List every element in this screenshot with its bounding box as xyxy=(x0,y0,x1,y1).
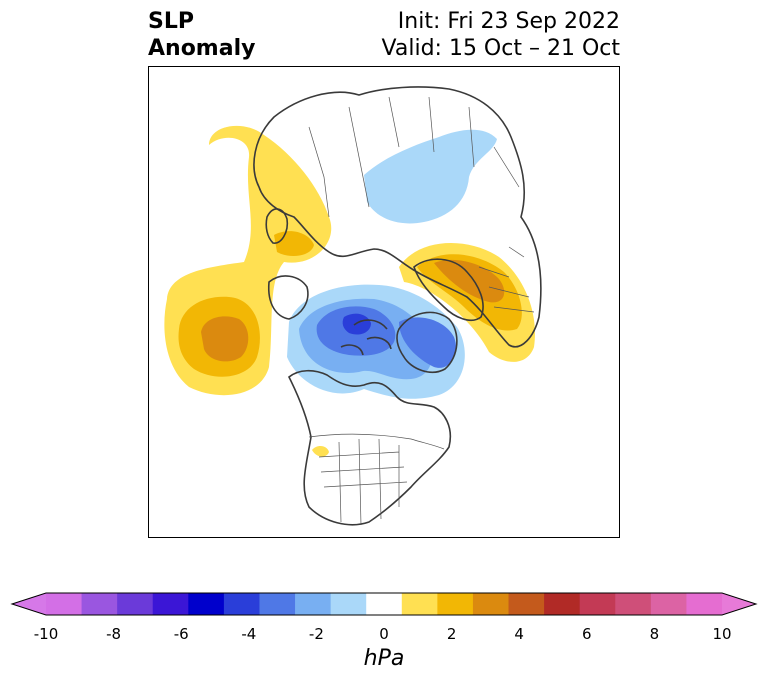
title-line-2: Anomaly xyxy=(148,36,256,61)
colorbar-over-arrow xyxy=(722,593,756,615)
map-panel xyxy=(148,66,620,538)
colorbar-tick-label: -10 xyxy=(33,625,59,643)
scandinavia-coast xyxy=(413,258,484,322)
canada-us-border xyxy=(308,433,445,450)
colorbar-cell xyxy=(117,593,154,615)
anomaly-positive-pacific-max xyxy=(201,316,249,362)
anomaly-negative-arctic-max xyxy=(342,313,371,335)
greenland-coast xyxy=(396,311,458,373)
arctic-islands xyxy=(340,319,392,356)
colorbar-cell xyxy=(686,593,723,615)
date-info: Init: Fri 23 Sep 2022 Valid: 15 Oct – 21… xyxy=(382,8,620,62)
colorbar-cell xyxy=(223,593,260,615)
colorbar-cell xyxy=(330,593,367,615)
colorbar-cells xyxy=(46,593,723,615)
europe-borders xyxy=(478,246,535,313)
colorbar-tick-label: 6 xyxy=(582,625,592,643)
colorbar-tick-labels: -10 -8 -6 -4 -2 0 2 4 6 8 10 xyxy=(0,625,768,645)
colorbar-outline xyxy=(10,592,758,616)
coastlines xyxy=(253,86,542,526)
colorbar-cell xyxy=(579,593,616,615)
colorbar-tick-label: -4 xyxy=(241,625,257,643)
title-line-1: SLP xyxy=(148,9,194,34)
colorbar-unit: hPa xyxy=(363,646,405,671)
colorbar-cell xyxy=(152,593,189,615)
colorbar-tick-label: 2 xyxy=(446,625,457,643)
anomaly-map xyxy=(164,86,542,526)
north-america-coast xyxy=(287,369,452,526)
colorbar-cell xyxy=(188,593,225,615)
colorbar-tick-label: 4 xyxy=(514,625,524,643)
anomaly-positive-europe-max xyxy=(434,259,505,303)
colorbar-cell xyxy=(650,593,687,615)
colorbar-tick-label: -2 xyxy=(308,625,324,643)
valid-range: Valid: 15 Oct – 21 Oct xyxy=(381,36,620,61)
init-date: Init: Fri 23 Sep 2022 xyxy=(397,9,620,34)
colorbar-cell xyxy=(508,593,545,615)
colorbar-cell xyxy=(81,593,118,615)
colorbar-under-arrow xyxy=(12,593,46,615)
colorbar-tick-label: 10 xyxy=(712,625,732,643)
anomaly-positive-westus xyxy=(312,446,329,457)
colorbar-cell xyxy=(615,593,652,615)
colorbar-cell xyxy=(366,593,403,615)
colorbar-tick-label: -8 xyxy=(106,625,122,643)
eurasia-coast xyxy=(253,86,542,348)
alaska-coast xyxy=(267,275,309,320)
colorbar-cell xyxy=(295,593,332,615)
map-title: SLP Anomaly xyxy=(148,8,255,62)
anomaly-negative-greenland xyxy=(399,317,457,368)
colorbar-tick-label: -6 xyxy=(173,625,189,643)
political-borders xyxy=(308,96,535,526)
us-state-lines xyxy=(318,438,408,526)
russia-borders xyxy=(308,96,520,218)
colorbar xyxy=(10,592,758,616)
kamchatka-coast xyxy=(265,208,289,244)
colorbar-cell xyxy=(401,593,438,615)
colorbar-cell xyxy=(46,593,83,615)
anomaly-negative-siberia xyxy=(364,129,497,224)
colorbar-tick-label: 0 xyxy=(379,625,389,643)
colorbar-cell xyxy=(472,593,510,615)
colorbar-cell xyxy=(437,593,474,615)
colorbar-cell xyxy=(259,593,296,615)
colorbar-cell xyxy=(544,593,581,615)
colorbar-tick-label: 8 xyxy=(649,625,660,643)
